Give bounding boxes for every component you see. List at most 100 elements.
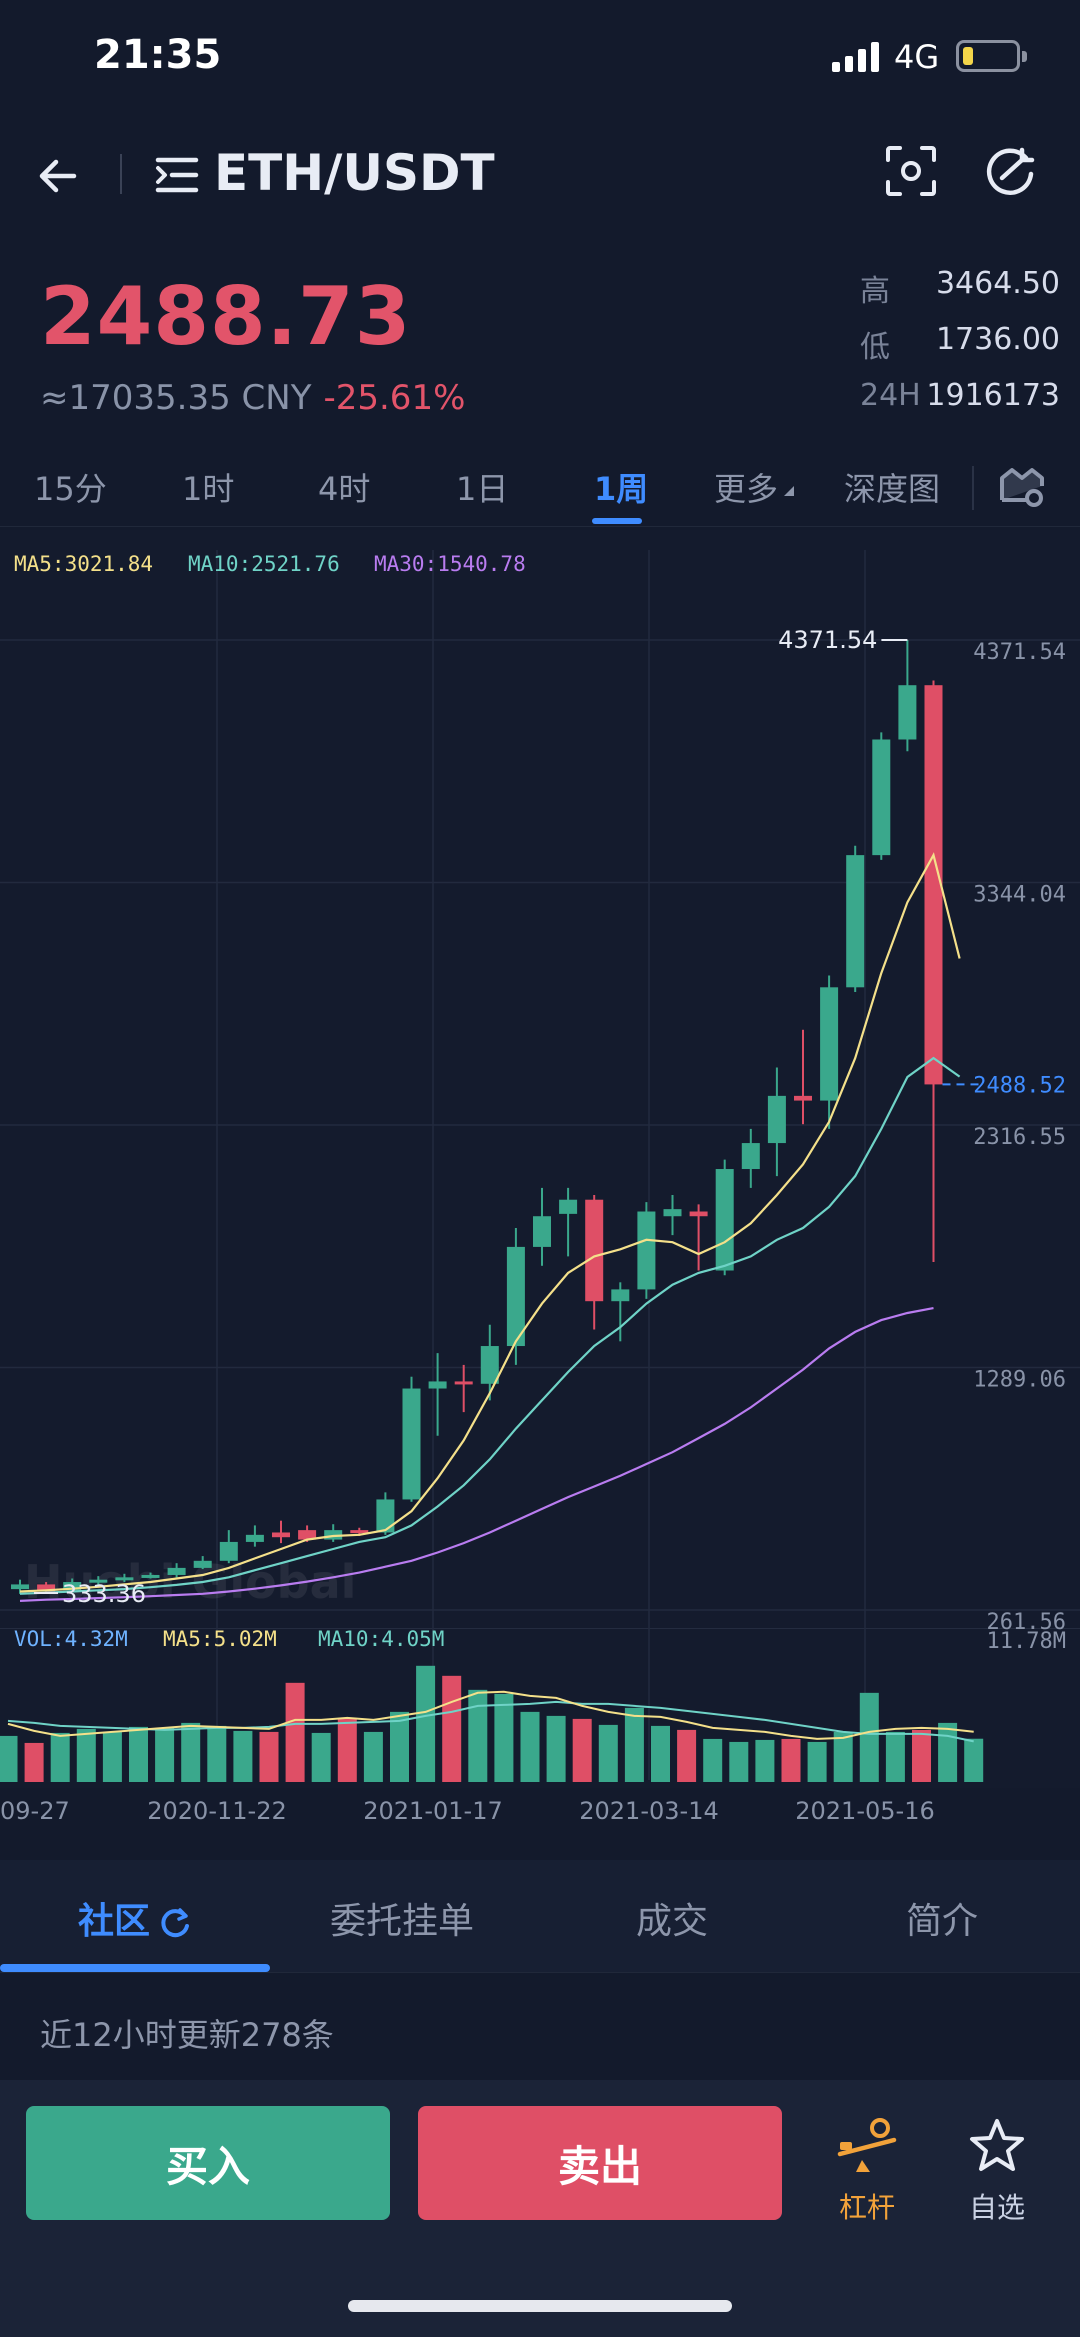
sell-button[interactable]: 卖出: [418, 2106, 782, 2220]
volume-bar: [181, 1722, 201, 1782]
favorite-button[interactable]: 自选: [956, 2110, 1038, 2230]
volume-bar: [912, 1729, 931, 1782]
volume-bar: [729, 1741, 749, 1782]
stat-value: 1736.00: [935, 322, 1060, 357]
signal-icon: [832, 42, 879, 72]
stat-low: 低 1736.00: [860, 318, 1060, 374]
chart-background: [0, 530, 1080, 1830]
panel-divider: [0, 1628, 1080, 1629]
community-update-note[interactable]: 近12小时更新278条: [40, 2016, 334, 2054]
candle-body: [454, 1381, 473, 1385]
ma-legend-item: MA10:2521.76: [188, 552, 340, 576]
last-price: 2488.73: [40, 270, 412, 363]
leverage-button[interactable]: 杠杆: [826, 2110, 908, 2230]
price-cny-line: ≈17035.35 CNY -25.61%: [40, 378, 465, 418]
candle-body: [585, 1199, 604, 1302]
candle-body: [820, 987, 839, 1101]
volume-legend-item: MA10:4.05M: [318, 1627, 444, 1651]
candle-body: [689, 1211, 708, 1217]
buy-button[interactable]: 买入: [26, 2106, 390, 2220]
volume-bar: [885, 1731, 905, 1782]
candle-body: [245, 1534, 264, 1542]
volume-bar: [859, 1692, 879, 1782]
current-price-label: 2488.52: [973, 1073, 1066, 1098]
volume-bar: [572, 1718, 592, 1782]
volume-bar: [285, 1682, 305, 1782]
volume-legend-item: VOL:4.32M: [14, 1627, 128, 1651]
volume-bar: [938, 1722, 958, 1782]
tab-4h[interactable]: 4时: [318, 470, 371, 508]
high-marker-label: 4371.54: [778, 626, 877, 654]
screenshot-scan-icon[interactable]: [884, 144, 938, 198]
volume-bar: [76, 1728, 96, 1782]
candle-body: [794, 1095, 812, 1101]
volume-bar: [363, 1731, 383, 1782]
volume-bar: [311, 1732, 331, 1782]
volume-bar: [0, 1735, 18, 1782]
volume-bar: [781, 1738, 801, 1782]
pair-list-icon[interactable]: [154, 152, 200, 198]
tab-orders[interactable]: 委托挂单: [330, 1901, 475, 1942]
candle-body: [376, 1499, 395, 1533]
candle-body: [533, 1216, 551, 1247]
back-arrow-icon[interactable]: [34, 150, 86, 202]
tab-trades[interactable]: 成交: [636, 1901, 709, 1942]
volume-bar: [390, 1711, 409, 1782]
tab-divider: [972, 466, 974, 510]
tab-1h[interactable]: 1时: [182, 470, 235, 508]
pair-title[interactable]: ETH/USDT: [214, 144, 495, 202]
x-tick-label: 2020-11-22: [147, 1797, 286, 1825]
volume-bar: [337, 1718, 357, 1782]
volume-bar: [468, 1689, 488, 1782]
candle-body: [428, 1381, 447, 1389]
volume-bar: [520, 1711, 540, 1782]
candle-body: [402, 1388, 421, 1500]
x-axis-band: [0, 1788, 1080, 1830]
candle-body: [559, 1199, 578, 1214]
status-time: 21:35: [94, 32, 222, 78]
tab-intro[interactable]: 简介: [906, 1901, 979, 1942]
leverage-label: 杠杆: [838, 2191, 895, 2224]
kline-chart-svg[interactable]: 4371.54 3344.04 2316.55 1289.06 261.56 MA5:30…: [0, 530, 1080, 1830]
favorite-label: 自选: [968, 2191, 1025, 2224]
kline-chart[interactable]: 4371.54 3344.04 2316.55 1289.06 261.56 MA5:30…: [0, 530, 1080, 1830]
volume-bar: [155, 1727, 175, 1782]
action-bar: 买入 卖出 杠杆 自选: [0, 2080, 1080, 2337]
stat-label: 低: [860, 330, 890, 365]
stat-24h-volume: 24H 1916173: [860, 374, 1060, 430]
tab-more[interactable]: 更多: [714, 464, 796, 510]
ma10-line: [19, 1056, 961, 1595]
network-label: 4G: [894, 38, 940, 76]
y-tick-label: 261.56: [987, 1610, 1066, 1635]
stat-value: 3464.50: [935, 266, 1060, 301]
chart-settings-icon[interactable]: [996, 460, 1048, 512]
tab-1w[interactable]: 1周: [594, 470, 649, 508]
candle-body: [167, 1567, 186, 1575]
section-tabs: 社区 委托挂单 成交 简介: [0, 1860, 1080, 1973]
volume-ma10-line: [7, 1700, 974, 1743]
volume-bar: [807, 1741, 827, 1782]
refresh-small-icon[interactable]: [158, 1906, 192, 1940]
stat-value: 1916173: [926, 378, 1060, 413]
x-tick-label: 2021-05-16: [795, 1797, 934, 1825]
tab-15m[interactable]: 15分: [34, 470, 107, 508]
tab-more-label: 更多: [714, 470, 779, 508]
tab-depth[interactable]: 深度图: [844, 470, 941, 508]
candle-body: [611, 1289, 630, 1302]
ma5-line: [19, 852, 961, 1593]
nav-divider: [120, 154, 122, 194]
y-tick-label: 2316.55: [973, 1125, 1066, 1150]
refresh-icon[interactable]: [982, 144, 1038, 200]
candle-body: [298, 1530, 317, 1540]
volume-bar: [102, 1731, 122, 1782]
tab-community[interactable]: 社区: [78, 1892, 192, 1944]
candle-body: [89, 1579, 108, 1583]
stat-label: 高: [860, 274, 890, 309]
tab-1d[interactable]: 1日: [456, 470, 509, 508]
battery-tip: [1022, 51, 1027, 62]
volume-bar: [546, 1715, 566, 1782]
candle-body: [193, 1560, 212, 1568]
volume-bar: [24, 1742, 44, 1782]
stat-high: 高 3464.50: [860, 262, 1060, 318]
y-tick-label: 3344.04: [973, 883, 1066, 908]
